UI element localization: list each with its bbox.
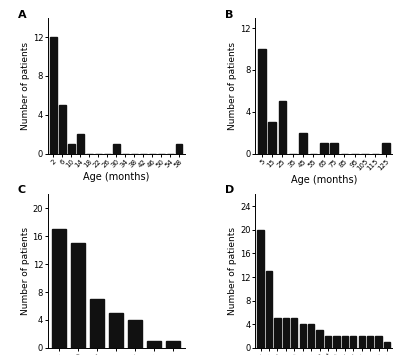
Bar (147, 341, 161, 348)
Bar (325, 336, 331, 348)
Bar (299, 133, 307, 154)
Y-axis label: Number of patients: Number of patients (228, 42, 237, 130)
Bar (333, 336, 340, 348)
Y-axis label: Number of patients: Number of patients (228, 227, 237, 315)
Bar (166, 341, 180, 348)
Bar (358, 336, 365, 348)
Bar (52, 229, 66, 348)
Bar (258, 49, 266, 154)
Bar (384, 342, 390, 348)
Bar (342, 336, 348, 348)
Bar (90, 299, 104, 348)
Bar (268, 122, 276, 154)
Bar (50, 37, 57, 154)
Bar (109, 313, 123, 348)
Bar (375, 336, 382, 348)
Bar (274, 318, 280, 348)
Bar (300, 324, 306, 348)
Bar (176, 144, 182, 154)
Bar (113, 144, 120, 154)
Bar (68, 144, 75, 154)
X-axis label: Age (months): Age (months) (83, 172, 150, 182)
Bar (316, 330, 323, 348)
Y-axis label: Number of patients: Number of patients (21, 227, 30, 315)
X-axis label: Age (months): Age (months) (290, 175, 357, 185)
Bar (59, 105, 66, 154)
Bar (320, 143, 328, 154)
Bar (278, 101, 286, 154)
Text: C: C (18, 185, 26, 195)
Bar (291, 318, 298, 348)
Bar (330, 143, 338, 154)
Bar (382, 143, 390, 154)
Bar (350, 336, 356, 348)
Bar (367, 336, 373, 348)
Y-axis label: Number of patients: Number of patients (21, 42, 30, 130)
Bar (257, 230, 264, 348)
Bar (266, 271, 272, 348)
Bar (308, 324, 314, 348)
Bar (71, 243, 86, 348)
Text: D: D (226, 185, 235, 195)
Bar (128, 320, 142, 348)
Text: B: B (226, 10, 234, 20)
Bar (77, 134, 84, 154)
Bar (283, 318, 289, 348)
Text: A: A (18, 10, 26, 20)
